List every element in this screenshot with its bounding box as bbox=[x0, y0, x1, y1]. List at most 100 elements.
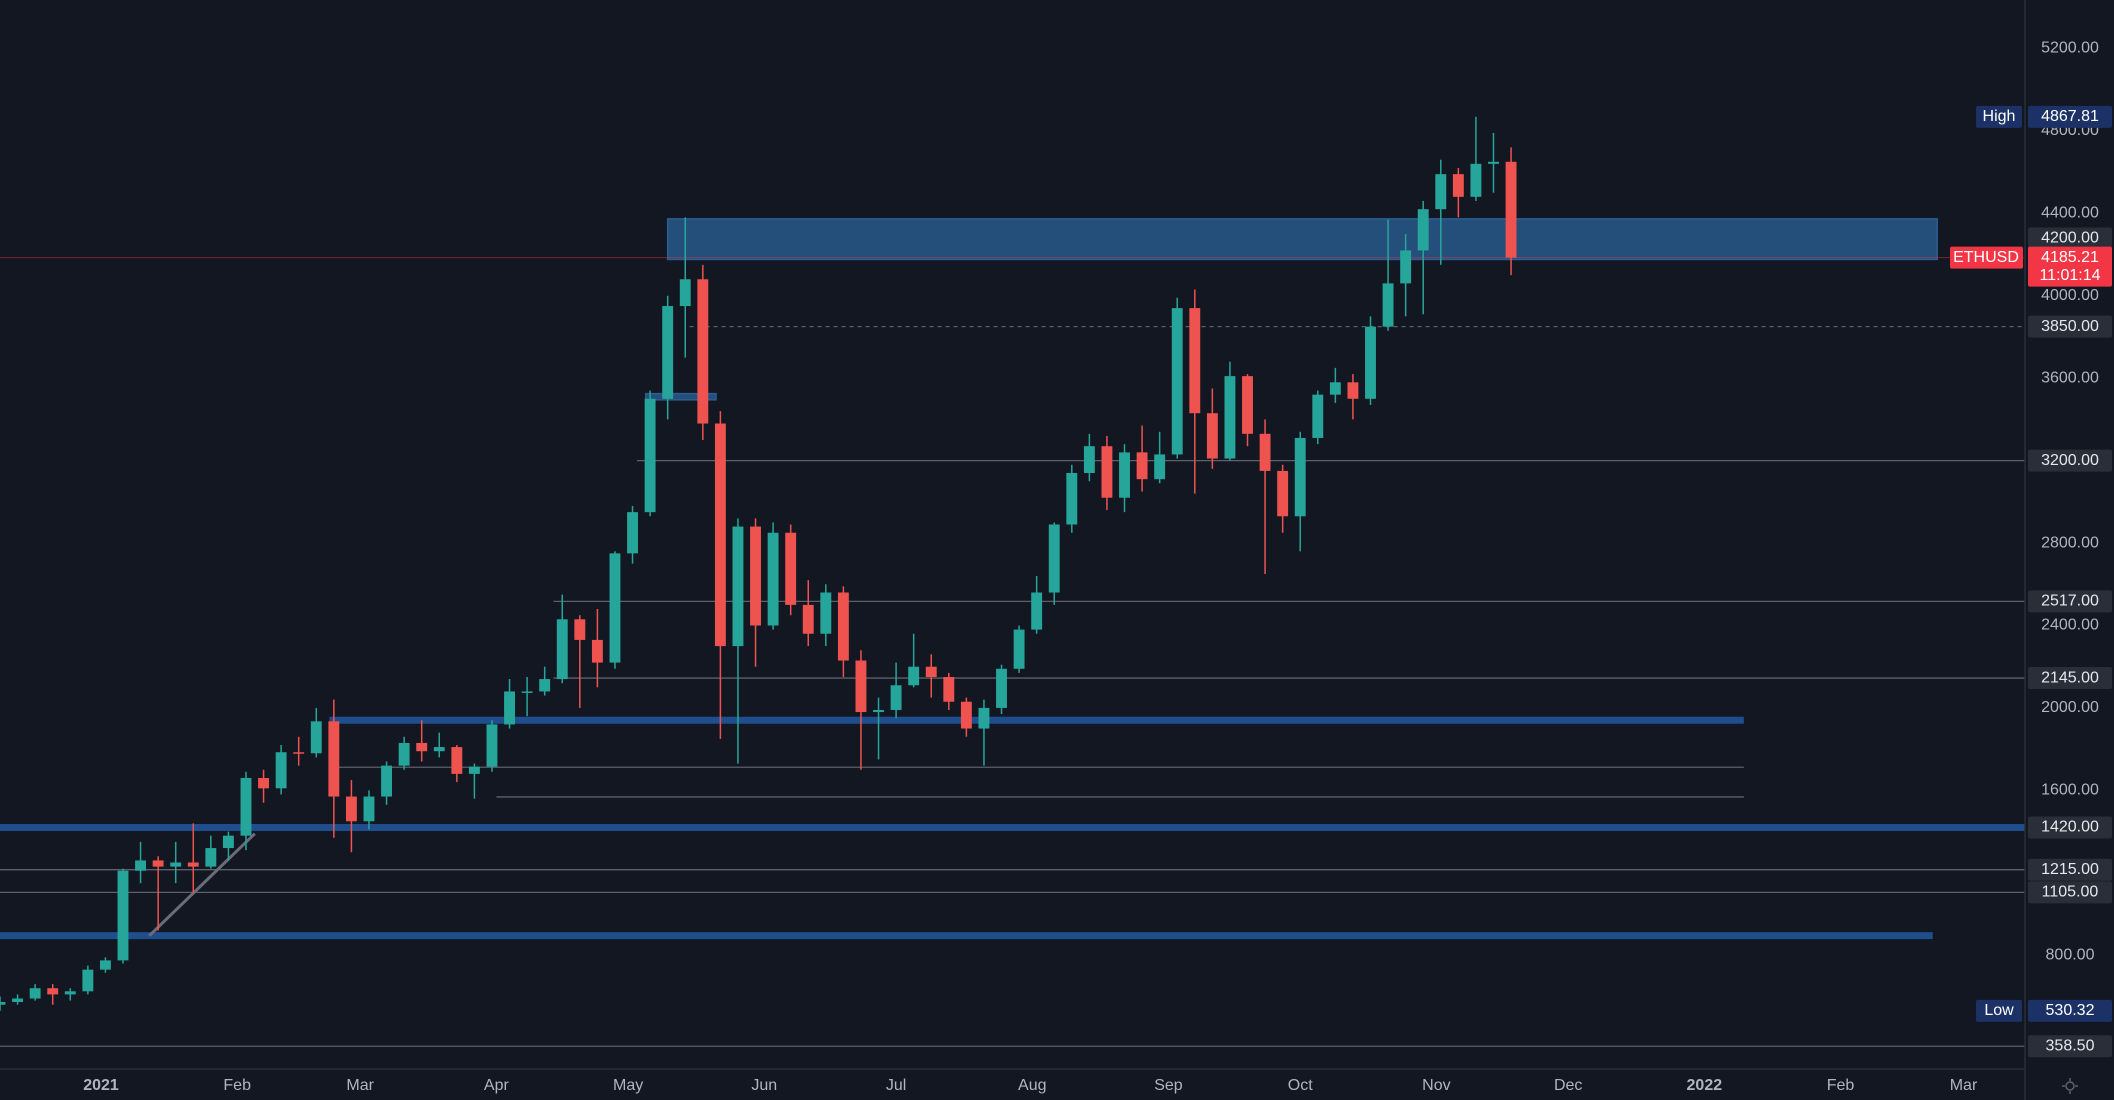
x-tick-label: 2022 bbox=[1687, 1077, 1723, 1094]
candle-body bbox=[12, 998, 24, 1003]
last-price-box bbox=[2028, 246, 2112, 287]
candle-body bbox=[1488, 161, 1499, 164]
candle-body bbox=[855, 660, 867, 713]
candle-body bbox=[627, 512, 638, 554]
candle-body bbox=[363, 796, 375, 822]
x-tick-label: Mar bbox=[346, 1077, 374, 1094]
x-tick-label: Dec bbox=[1554, 1077, 1582, 1094]
candle-body bbox=[1470, 163, 1482, 197]
extreme-value-box bbox=[2028, 105, 2112, 128]
y-tick-label: 2400.00 bbox=[2041, 617, 2099, 634]
x-tick-label: Mar bbox=[1950, 1077, 1978, 1094]
candle-body bbox=[345, 796, 357, 822]
candle-body bbox=[1259, 433, 1271, 471]
level-label: 1420.00 bbox=[2041, 819, 2099, 836]
candle-body bbox=[714, 423, 726, 647]
y-tick-label: 5200.00 bbox=[2041, 40, 2099, 57]
candle-body bbox=[908, 666, 920, 686]
level-label-box bbox=[2028, 667, 2112, 690]
candle-body bbox=[47, 988, 59, 995]
extreme-value-box bbox=[2028, 999, 2112, 1022]
candle-body bbox=[1224, 376, 1236, 459]
candle-body bbox=[802, 604, 814, 634]
axis-labels: 800.00 1600.00 2000.00 2400.00 2800.00 3600.0… bbox=[83, 40, 2112, 1094]
time-axis bbox=[0, 1069, 2025, 1100]
candle-body bbox=[310, 721, 322, 754]
candle-body bbox=[591, 639, 603, 663]
candle-body bbox=[416, 742, 428, 752]
candle-body bbox=[1206, 413, 1218, 459]
candle-body bbox=[1347, 382, 1359, 399]
candle-body bbox=[1171, 308, 1183, 455]
candle-body bbox=[64, 991, 76, 995]
y-tick-label: 2800.00 bbox=[2041, 534, 2099, 551]
y-tick-label: 4000.00 bbox=[2041, 287, 2099, 304]
level-label-box bbox=[2028, 315, 2112, 338]
candle-body bbox=[240, 777, 252, 836]
candle-body bbox=[697, 279, 709, 424]
candle-body bbox=[644, 398, 656, 513]
candle-body bbox=[960, 701, 972, 729]
x-tick-label: Oct bbox=[1288, 1077, 1313, 1094]
candle-body bbox=[1452, 174, 1464, 197]
y-tick-label: 3600.00 bbox=[2041, 369, 2099, 386]
level-label-box bbox=[2028, 227, 2112, 250]
candle-body bbox=[609, 553, 621, 663]
level-label: 4200.00 bbox=[2041, 230, 2099, 247]
candle-body bbox=[943, 677, 955, 702]
level-label-box bbox=[2028, 881, 2112, 904]
candle-body bbox=[468, 766, 480, 774]
zone bbox=[644, 392, 717, 401]
candle-body bbox=[1329, 382, 1341, 395]
trendline bbox=[148, 832, 256, 937]
candle-body bbox=[1189, 308, 1201, 414]
candle-body bbox=[873, 709, 884, 713]
candle-body bbox=[293, 752, 305, 754]
candle-body bbox=[99, 960, 111, 970]
candle-body bbox=[205, 848, 217, 867]
x-tick-label: Jul bbox=[886, 1077, 906, 1094]
candle-body bbox=[1013, 629, 1025, 669]
extreme-name: High bbox=[1983, 108, 2016, 125]
candle-body bbox=[82, 969, 94, 992]
last-price: 4185.21 bbox=[2041, 249, 2099, 266]
candle-body bbox=[258, 777, 270, 789]
candle-body bbox=[1294, 437, 1306, 517]
y-tick-label: 1600.00 bbox=[2041, 782, 2099, 799]
level-label-box bbox=[2028, 449, 2112, 472]
level-label: 358.50 bbox=[2046, 1037, 2095, 1054]
candle-body bbox=[187, 862, 199, 867]
level-label: 3200.00 bbox=[2041, 452, 2099, 469]
candle-body bbox=[521, 691, 533, 693]
candle-body bbox=[1400, 250, 1412, 284]
candle-body bbox=[152, 860, 164, 867]
x-tick-label: Jun bbox=[751, 1077, 777, 1094]
symbol-box bbox=[1950, 246, 2023, 269]
candle-body bbox=[275, 752, 287, 789]
symbol: ETHUSD bbox=[1953, 249, 2019, 266]
candle-body bbox=[996, 668, 1007, 708]
candle-body bbox=[117, 870, 129, 961]
level-label-box bbox=[2028, 858, 2112, 881]
candle-body bbox=[925, 666, 937, 678]
candle-body bbox=[451, 747, 463, 774]
extreme-name: Low bbox=[1984, 1002, 2014, 1019]
candle-body bbox=[1435, 174, 1447, 210]
candle-body bbox=[820, 592, 832, 634]
level-label-box bbox=[2028, 590, 2112, 613]
plot-area bbox=[0, 116, 2025, 1047]
candle-body bbox=[135, 860, 147, 871]
candle-body bbox=[486, 724, 498, 767]
candle-body bbox=[574, 619, 586, 640]
y-tick-label: 800.00 bbox=[2046, 946, 2095, 963]
settings-icon[interactable] bbox=[2062, 1078, 2078, 1094]
candle-body bbox=[679, 279, 691, 307]
candle-body bbox=[539, 679, 551, 692]
candle-body bbox=[1312, 394, 1324, 438]
level-label: 2145.00 bbox=[2041, 669, 2099, 686]
x-tick-label: Feb bbox=[223, 1077, 251, 1094]
candle-body bbox=[767, 532, 779, 626]
price-axis bbox=[2025, 0, 2114, 1100]
x-tick-label: 2021 bbox=[83, 1077, 119, 1094]
